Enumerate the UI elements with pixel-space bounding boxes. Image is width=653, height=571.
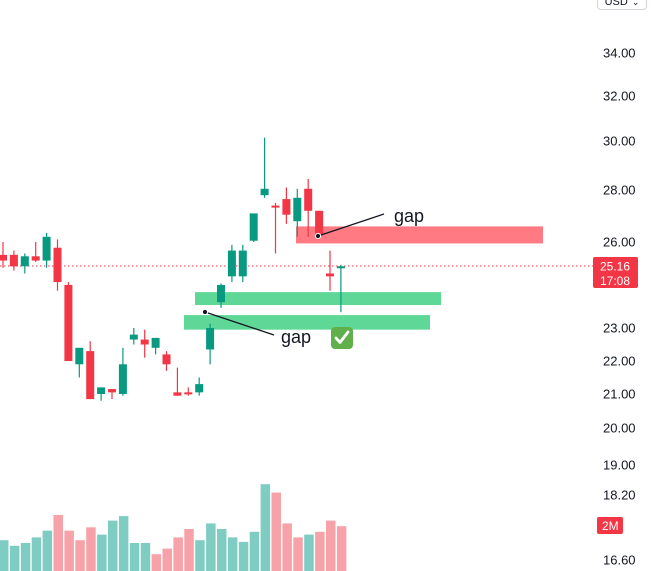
countdown-timer: 17:08 (600, 274, 630, 288)
candle (326, 250, 334, 291)
price-tick-label: 19.00 (603, 458, 636, 473)
volume-bar (173, 537, 183, 571)
volume-bar (162, 548, 172, 571)
candle (249, 213, 258, 242)
candle (64, 282, 73, 361)
volume-bar (206, 523, 216, 571)
volume-bar (129, 543, 140, 571)
price-scale[interactable]: 34.00 32.00 30.00 28.00 26.00 23.00 22.00 21.00… (603, 46, 636, 568)
candle (118, 347, 127, 396)
volume-bar (184, 529, 194, 571)
candle (140, 329, 149, 358)
price-tick-label: 16.60 (603, 553, 636, 568)
volume-tag: 2M (597, 517, 623, 534)
price-tick-label: 26.00 (603, 235, 636, 250)
candle (184, 387, 193, 396)
candle (293, 188, 302, 237)
price-tick-label: 28.00 (603, 183, 636, 198)
volume-bar (336, 526, 347, 571)
volume-bar (9, 545, 20, 571)
candle (271, 203, 280, 254)
price-tick-label: 18.20 (603, 488, 636, 503)
volume-bar (31, 537, 42, 571)
volume-bar (97, 534, 107, 571)
volume-bar (118, 516, 129, 571)
price-tick-label: 23.00 (603, 321, 636, 336)
volume-bar (238, 541, 249, 571)
volume-bar (227, 537, 238, 571)
volume-bar (75, 540, 85, 571)
candle (97, 387, 106, 401)
price-tick-label: 21.00 (603, 387, 636, 402)
candle (173, 367, 182, 396)
check-mark-button-icon (331, 327, 353, 349)
volume-bar (195, 540, 205, 571)
annotation-gap-lower[interactable]: gap (201, 308, 311, 347)
candle (336, 264, 345, 313)
candle (129, 328, 138, 345)
volume-bar (315, 531, 325, 571)
candle (162, 351, 171, 371)
gap-label-upper: gap (394, 206, 424, 226)
candle (206, 323, 215, 365)
volume-bar (304, 534, 314, 571)
volume-bar (0, 540, 9, 571)
candle (53, 239, 62, 291)
candle (195, 377, 204, 396)
price-tick-label: 30.00 (603, 134, 636, 149)
candle (282, 187, 291, 224)
volume-bars (0, 484, 347, 571)
bullish-gap-upper-zone[interactable] (195, 292, 441, 306)
price-tick-label: 34.00 (603, 46, 636, 61)
volume-bar (151, 554, 162, 571)
volume-bar (271, 492, 281, 571)
currency-label: USD (604, 0, 628, 8)
candle (227, 244, 236, 283)
candle (31, 242, 40, 262)
volume-tag-label: 2M (602, 519, 619, 533)
candle (20, 253, 29, 274)
chevron-down-icon: ⌄ (631, 0, 640, 7)
price-tick-label: 20.00 (603, 421, 636, 436)
candle (86, 341, 95, 400)
annotation-gap-upper[interactable]: gap (314, 206, 424, 240)
candle (151, 337, 160, 355)
candle (0, 242, 7, 268)
volume-bar (64, 530, 74, 571)
gap-zones (184, 226, 543, 330)
currency-selector[interactable]: USD ⌄ (597, 0, 647, 10)
candle (108, 389, 116, 400)
bearish-gap-zone[interactable] (296, 226, 543, 244)
candle (238, 244, 247, 283)
volume-bar (282, 523, 292, 571)
candle (75, 347, 84, 378)
volume-bar (217, 529, 227, 571)
candle (9, 250, 18, 271)
gap-label-lower: gap (281, 327, 311, 347)
volume-bar (20, 543, 31, 571)
price-tick-label: 32.00 (603, 89, 636, 104)
volume-bar (249, 531, 260, 571)
volume-bar (293, 537, 303, 571)
candlesticks (0, 137, 345, 401)
last-price-tag: 25.16 17:08 (593, 257, 638, 288)
candle (304, 178, 313, 237)
candle (217, 283, 225, 308)
volume-bar (326, 520, 336, 571)
volume-bar (42, 530, 53, 571)
last-price-value: 25.16 (600, 260, 630, 274)
candle (260, 137, 269, 198)
volume-bar (260, 484, 271, 571)
candle (42, 232, 51, 268)
volume-bar (53, 515, 63, 571)
price-tick-label: 22.00 (603, 354, 636, 369)
volume-bar (108, 520, 118, 571)
volume-bar (140, 543, 151, 571)
volume-bar (86, 527, 96, 571)
